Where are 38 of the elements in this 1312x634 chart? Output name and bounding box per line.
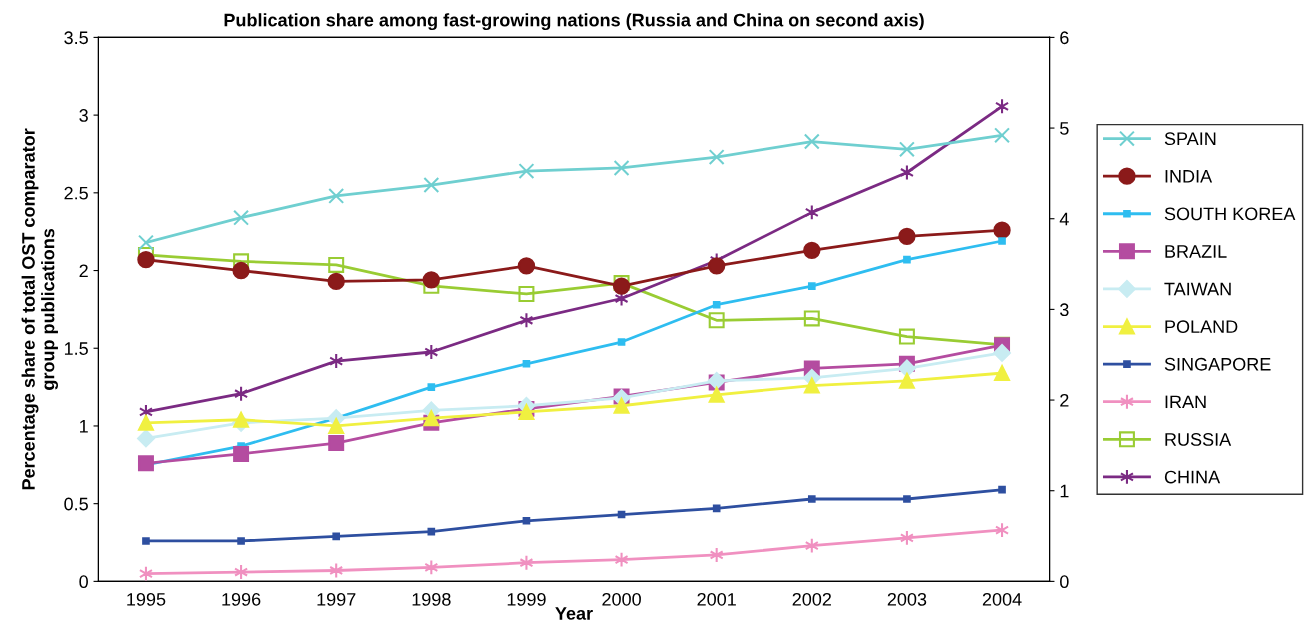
x-tick-label: 1997 — [317, 592, 356, 606]
legend-label: IRAN — [1165, 395, 1206, 409]
legend-label: RUSSIA — [1165, 433, 1232, 446]
x-tick-label: 1995 — [127, 592, 166, 606]
legend-label: SOUTH KOREA — [1164, 207, 1296, 221]
y2-tick-label: 2 — [1060, 393, 1069, 407]
y-tick-label: 1 — [80, 420, 88, 433]
x-tick-label: 1999 — [507, 592, 546, 606]
y-tick-label: 1.5 — [64, 342, 88, 355]
y-tick-label: 3.5 — [64, 31, 88, 45]
x-tick-label: 2001 — [697, 592, 736, 606]
legend-label: SINGAPORE — [1164, 357, 1271, 371]
y-axis-title: Percentage share of total OST comparator group publications — [21, 128, 59, 490]
legend-label: BRAZIL — [1165, 245, 1227, 258]
y2-tick-label: 0 — [1060, 575, 1069, 589]
x-axis-title: Year — [555, 607, 593, 620]
y-tick-label: 2 — [79, 264, 88, 278]
chart-title: Publication share among fast-growing nations (Russia and China on second axis) — [224, 13, 924, 31]
y2-tick-label: 5 — [1060, 122, 1069, 135]
legend-label: SPAIN — [1164, 132, 1216, 146]
x-tick-label: 2000 — [602, 592, 641, 606]
y2-tick-label: 1 — [1060, 484, 1069, 498]
x-tick-label: 2004 — [982, 592, 1022, 606]
x-tick-label: 2002 — [792, 592, 831, 606]
y-tick-label: 3 — [79, 109, 88, 122]
y2-tick-label: 4 — [1059, 212, 1069, 226]
x-tick-label: 1996 — [222, 592, 261, 606]
legend-label: CHINA — [1164, 470, 1221, 484]
y-tick-label: 0 — [79, 575, 88, 589]
x-tick-label: 2003 — [887, 592, 927, 606]
y2-tick-label: 6 — [1060, 31, 1069, 45]
legend-label: POLAND — [1165, 320, 1238, 334]
y-tick-label: 0.5 — [64, 497, 88, 511]
y-tick-label: 2.5 — [64, 186, 88, 200]
legend-label: TAIWAN — [1164, 282, 1231, 296]
x-tick-label: 1998 — [412, 592, 451, 606]
y2-tick-label: 3 — [1060, 303, 1069, 317]
legend-label: INDIA — [1165, 170, 1213, 183]
